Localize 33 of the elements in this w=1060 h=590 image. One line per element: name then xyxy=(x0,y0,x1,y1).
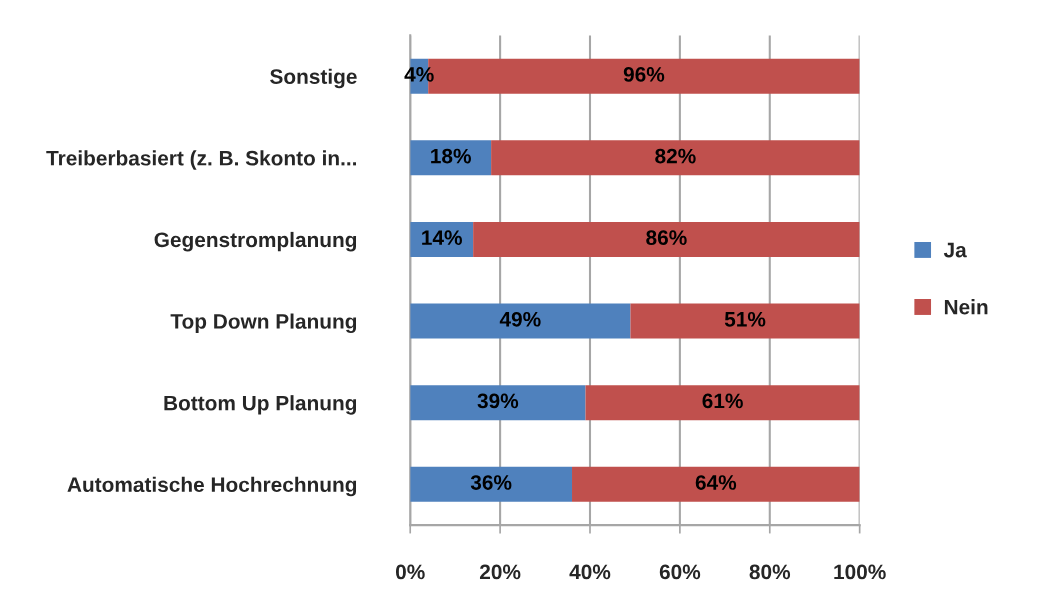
data-label: 64% xyxy=(695,475,737,490)
data-label: 82% xyxy=(655,148,696,164)
bar xyxy=(585,385,860,421)
data-label: 96% xyxy=(623,67,665,82)
y-tick-label: Sonstige xyxy=(270,68,357,89)
legend-label: Ja xyxy=(943,242,967,258)
bar xyxy=(473,221,860,257)
data-label: 39% xyxy=(477,393,519,409)
bar xyxy=(630,303,860,339)
x-tick-label: 60% xyxy=(659,564,701,580)
y-tick-label: Automatische Hochrechnung xyxy=(67,476,357,497)
data-label: 61% xyxy=(702,393,743,409)
y-tick-label: Treiberbasiert (z. B. Skonto in... xyxy=(46,150,357,170)
x-tick-label: 80% xyxy=(749,564,791,580)
y-tick-label: Top Down Planung xyxy=(170,313,357,334)
x-tick-label: 0% xyxy=(395,564,425,580)
x-tick-label: 40% xyxy=(569,564,611,580)
x-tick-label: 20% xyxy=(479,564,521,580)
data-label: 51% xyxy=(724,311,766,327)
y-tick-label: Gegenstromplanung xyxy=(154,231,357,252)
x-tick-label: 100% xyxy=(834,564,886,580)
data-label: 36% xyxy=(470,475,512,490)
bar xyxy=(410,385,586,421)
bar xyxy=(410,303,631,339)
bar xyxy=(491,140,860,176)
data-label: 14% xyxy=(422,230,462,245)
data-label: 86% xyxy=(646,230,687,246)
data-label: 49% xyxy=(499,311,541,327)
data-label: 18% xyxy=(431,148,471,164)
legend-label: Nein xyxy=(944,299,988,315)
bar xyxy=(410,466,573,502)
y-tick-label: Bottom Up Planung xyxy=(164,395,357,415)
bar xyxy=(572,466,860,502)
